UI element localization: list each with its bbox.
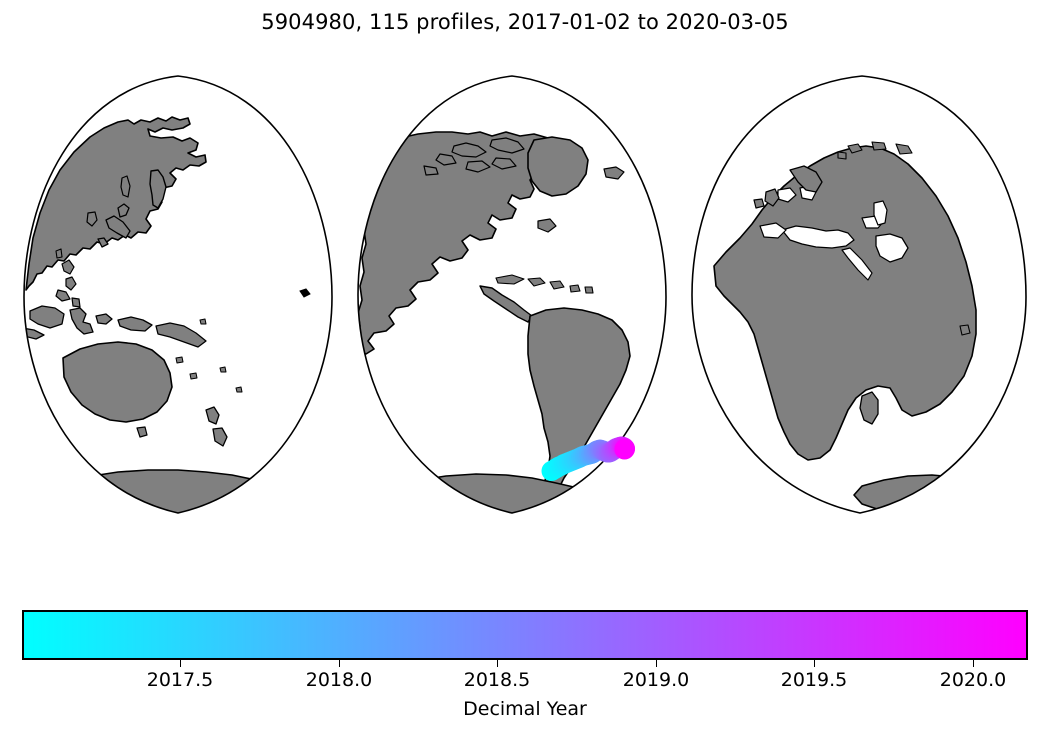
landmass-japan [97,203,131,248]
landmass-new-zealand [205,406,228,447]
landmass-hawaii [299,288,311,298]
landmass-kamchatka [149,169,167,209]
landmass-north-america [358,131,577,355]
landmass-philippines [55,259,81,308]
coastline-red-sea [841,247,873,281]
landmass-british-isles [753,188,780,209]
coastline-med-west [759,222,787,239]
colorbar-tick-label: 2019.5 [780,669,848,691]
landmass-indonesia [24,305,153,340]
colorbar-tick-label: 2019.0 [622,669,690,691]
landmass-korea [86,211,98,227]
colorbar-tick-group: 2017.5 2018.0 2018.5 2019.0 2019.5 2020.0 [22,660,1028,700]
landmass-iceland [603,166,625,180]
colorbar-tick-label: 2018.5 [463,669,531,691]
profile-marker [614,439,635,460]
map-boundary-lobe-east [691,75,1027,514]
coastline-persian-arabia [875,233,909,263]
map-boundary-lobe-west [23,75,333,514]
page-title: 5904980, 115 profiles, 2017-01-02 to 202… [261,10,789,34]
coastline-mediterranean [781,225,855,249]
colorbar-label: Decimal Year [463,698,587,720]
coastline-caspian [873,200,888,226]
landmass-tasmania [136,426,148,438]
landmass-sakhalin [120,175,131,198]
colorbar-tick-label: 2018.0 [305,669,373,691]
landmass-arctic-islands-east [837,141,913,160]
colorbar-tick-mark [497,660,498,667]
landmass-asia [25,116,207,291]
colorbar-tick-label: 2017.5 [146,669,214,691]
landmass-sri-lanka [959,324,971,336]
colorbar-tick-mark [339,660,340,667]
colorbar-tick-mark [973,660,974,667]
landmass-caribbean [495,274,594,294]
landmass-madagascar [859,391,879,425]
landmass-eurasia-africa [713,145,977,461]
landmass-taiwan [55,248,63,259]
colorbar-tick-label: 2020.0 [939,669,1007,691]
colorbar-tick-mark [814,660,815,667]
map-axes [0,58,1050,528]
landmass-pacific-islands [175,318,243,393]
landmass-arctic-islands [423,137,525,176]
landmass-newfoundland [537,218,557,233]
colorbar-tick-mark [656,660,657,667]
landmass-australia [62,341,173,423]
landmass-new-guinea [155,322,207,348]
map-boundary-lobe-americas [357,75,667,514]
colorbar-tick-mark [180,660,181,667]
profile-scatter-track [541,436,635,481]
landmass-scandinavia [789,165,823,193]
colorbar-gradient [22,610,1028,660]
colorbar-axes [22,610,1028,660]
landmass-greenland [527,136,589,197]
